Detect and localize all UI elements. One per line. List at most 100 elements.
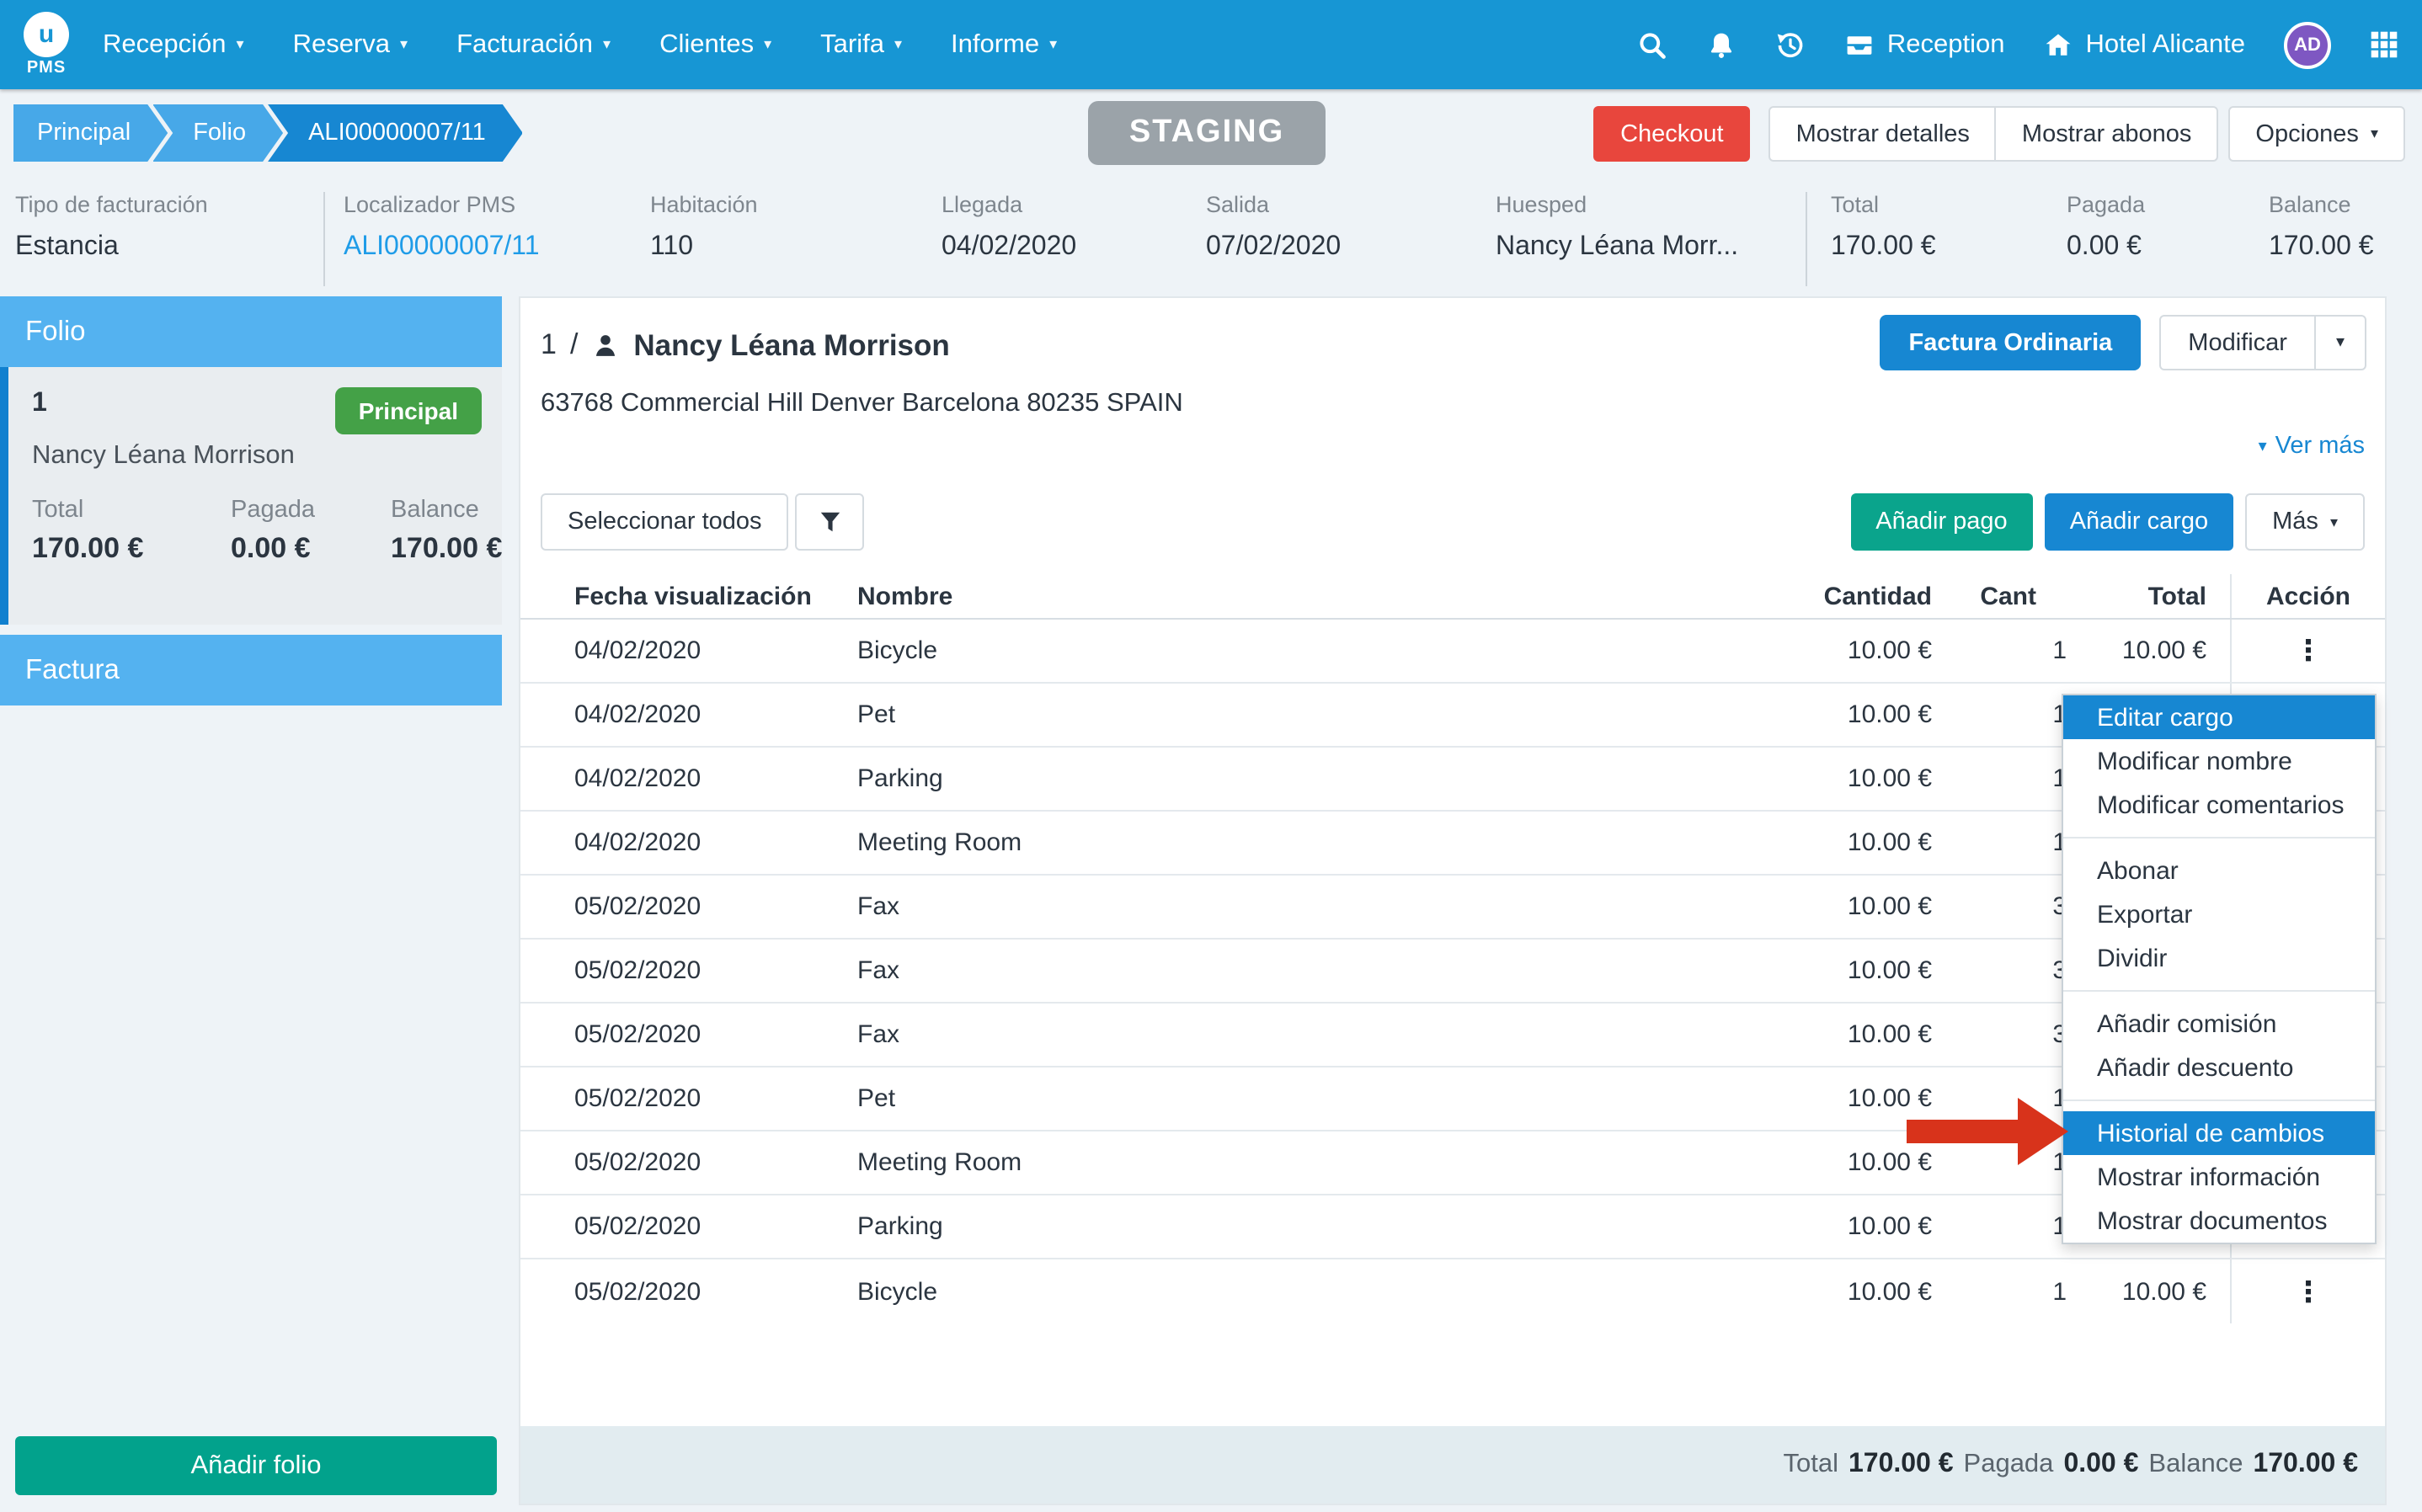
charge-date: 05/02/2020 [574,1084,857,1113]
context-menu-item[interactable]: Añadir comisión [2063,1002,2375,1046]
topbar-right-cluster: Reception Hotel Alicante AD [1638,21,2398,68]
principal-badge: Principal [335,387,482,434]
show-details-button[interactable]: Mostrar detalles [1769,106,1997,162]
person-icon [591,331,620,359]
col-total: Total [2067,582,2206,610]
reservation-field: Total 170.00 € [1806,192,2067,286]
charge-name: Pet [857,700,1730,729]
history-icon[interactable] [1776,29,1806,60]
pms-logo[interactable]: u PMS [24,12,69,77]
charge-amount: 10.00 € [1730,636,1932,665]
sidebar-folio-header: Folio [0,296,502,367]
context-menu-item[interactable]: Abonar [2063,849,2375,892]
breadcrumb-item[interactable]: Folio [152,104,283,162]
add-charge-button[interactable]: Añadir cargo [2045,493,2233,551]
top-navigation-bar: u PMS Recepción ▾ Reserva ▾ Facturación … [0,0,2422,89]
main-menu-item[interactable]: Tarifa ▾ [820,29,902,60]
charge-qty: 1 [1932,1212,2067,1241]
chevron-down-icon: ▾ [1049,35,1057,54]
reservation-field: Habitación 110 [650,192,942,286]
context-menu-item[interactable]: Mostrar información [2063,1155,2375,1199]
reservation-field: Balance 170.00 € [2269,192,2422,286]
footer-balance-value: 170.00 € [2253,1450,2358,1480]
main-menu-item[interactable]: Reserva ▾ [293,29,408,60]
guest-separator: / [570,328,578,362]
filter-funnel-icon [817,508,844,535]
context-menu-item[interactable]: Dividir [2063,936,2375,980]
charge-name: Fax [857,1020,1730,1049]
context-menu-item[interactable]: Historial de cambios [2063,1111,2375,1155]
checkout-button[interactable]: Checkout [1593,106,1751,162]
modify-button[interactable]: Modificar [2159,315,2316,370]
reservation-field: Pagada 0.00 € [2067,192,2269,286]
hotel-label: Hotel Alicante [2085,29,2245,60]
options-dropdown-button[interactable]: Opciones ▾ [2228,106,2405,162]
main-menu-item[interactable]: Informe ▾ [951,29,1057,60]
search-icon[interactable] [1638,29,1668,60]
user-avatar[interactable]: AD [2284,21,2331,68]
context-menu-item[interactable] [2063,837,2375,839]
workspace-switcher[interactable]: Reception [1845,29,2005,60]
context-menu-item[interactable] [2063,1099,2375,1101]
show-credits-button[interactable]: Mostrar abonos [1995,106,2219,162]
chevron-down-icon: ▾ [2330,513,2338,531]
charge-qty: 1 [1932,1277,2067,1306]
context-menu-item[interactable]: Exportar [2063,892,2375,936]
context-menu-item[interactable]: Añadir descuento [2063,1046,2375,1089]
ver-mas-link[interactable]: ▾ Ver más [2259,433,2365,460]
main-menu-item[interactable]: Recepción ▾ [103,29,244,60]
folio-card[interactable]: 1 Principal Nancy Léana Morrison Total 1… [0,367,502,625]
context-menu-item[interactable]: Modificar comentarios [2063,783,2375,827]
chevron-down-icon: ▾ [603,35,611,54]
breadcrumb-item[interactable]: Principal [13,104,168,162]
charge-amount: 10.00 € [1730,1020,1932,1049]
more-dropdown-button[interactable]: Más ▾ [2245,493,2365,551]
context-menu-item[interactable]: Mostrar documentos [2063,1199,2375,1243]
add-folio-button[interactable]: Añadir folio [15,1436,497,1495]
charge-row[interactable]: 04/02/2020 Bicycle 10.00 € 1 10.00 € ⋮ [520,620,2385,684]
row-kebab-menu-icon[interactable]: ⋮ [2294,1277,2323,1306]
folio-stat: Total 170.00 € [32,497,231,566]
charges-toolbar: Seleccionar todos Añadir pago Añadir car… [520,493,2385,551]
main-menu-item[interactable]: Facturación ▾ [456,29,611,60]
filter-button[interactable] [796,493,865,551]
main-menu-item[interactable]: Clientes ▾ [659,29,771,60]
charge-total: 10.00 € [2067,636,2206,665]
charge-date: 04/02/2020 [574,636,857,665]
page-subheader: PrincipalFolioALI00000007/11 STAGING Che… [0,101,2422,168]
modify-dropdown-toggle[interactable]: ▾ [2314,315,2366,370]
notifications-bell-icon[interactable] [1707,29,1737,60]
add-payment-button[interactable]: Añadir pago [1850,493,2032,551]
col-qty: Cant [1932,582,2067,610]
charge-qty: 1 [1932,636,2067,665]
charge-name: Bicycle [857,636,1730,665]
charge-amount: 10.00 € [1730,892,1932,921]
guest-name: Nancy Léana Morrison [633,327,949,363]
charge-date: 05/02/2020 [574,1212,857,1241]
annotation-arrow-shaft [1907,1120,2018,1143]
reservation-field: Salida 07/02/2020 [1206,192,1496,286]
charge-qty: 3 [1932,956,2067,985]
app-root: u PMS Recepción ▾ Reserva ▾ Facturación … [0,0,2422,1512]
charge-date: 05/02/2020 [574,892,857,921]
apps-grid-icon[interactable] [2370,30,2398,59]
charge-name: Parking [857,764,1730,793]
row-kebab-menu-icon[interactable]: ⋮ [2294,636,2323,665]
main-menu: Recepción ▾ Reserva ▾ Facturación ▾ Clie… [103,29,1057,60]
factura-ordinaria-button[interactable]: Factura Ordinaria [1881,315,2142,370]
hotel-switcher[interactable]: Hotel Alicante [2043,29,2245,60]
reservation-field: Huesped Nancy Léana Morr... [1496,192,1806,286]
annotation-arrow-head [2018,1098,2068,1165]
context-menu-item[interactable]: Modificar nombre [2063,739,2375,783]
select-all-button[interactable]: Seleccionar todos [541,493,789,551]
reservation-actions: Checkout Mostrar detalles Mostrar abonos… [1593,106,2405,162]
charge-date: 05/02/2020 [574,956,857,985]
breadcrumb-item[interactable]: ALI00000007/11 [268,104,523,162]
reservation-field: Tipo de facturación Estancia [15,192,323,286]
footer-balance-label: Balance [2148,1450,2243,1480]
charge-amount: 10.00 € [1730,1277,1932,1306]
context-menu-item[interactable]: Editar cargo [2063,695,2375,739]
charge-row[interactable]: 05/02/2020 Bicycle 10.00 € 1 10.00 € ⋮ [520,1259,2385,1323]
context-menu-item[interactable] [2063,990,2375,992]
charge-date: 04/02/2020 [574,700,857,729]
